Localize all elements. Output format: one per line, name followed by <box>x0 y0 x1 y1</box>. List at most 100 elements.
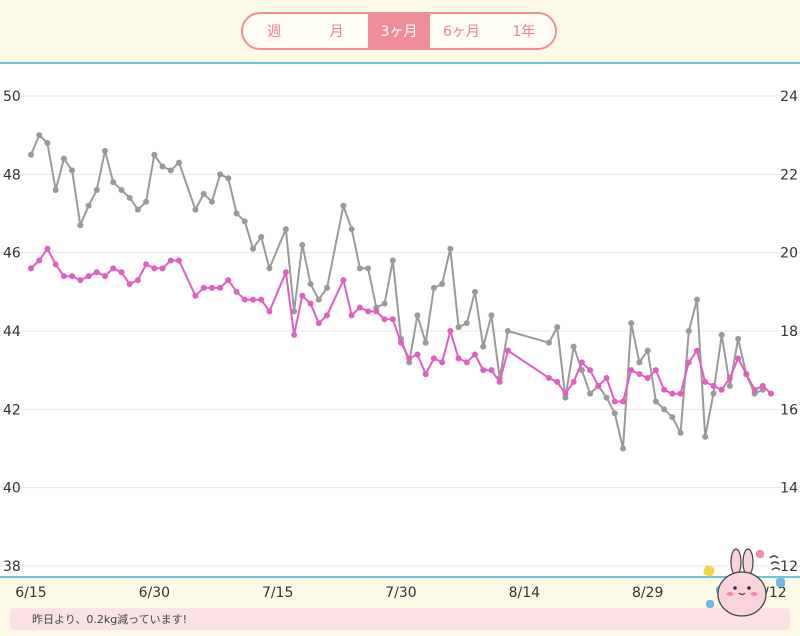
bodyfat-data-point <box>200 284 207 291</box>
weight-data-point <box>422 339 429 346</box>
bodyfat-data-point <box>636 371 643 378</box>
bodyfat-data-point <box>595 382 602 389</box>
bodyfat-data-point <box>126 281 133 287</box>
bodyfat-data-point <box>250 296 256 303</box>
bodyfat-data-point <box>710 382 717 389</box>
bodyfat-data-point <box>628 367 635 374</box>
weight-data-point <box>677 429 684 436</box>
x-tick-label: 6/15 <box>15 585 46 601</box>
weight-data-point <box>463 320 470 327</box>
bodyfat-data-point <box>587 367 594 374</box>
bodyfat-data-point <box>644 375 651 381</box>
tab-3-months[interactable]: 3ヶ月 <box>367 14 431 48</box>
weight-data-point <box>258 234 265 240</box>
tab-month[interactable]: 月 <box>329 24 344 40</box>
weight-data-point <box>44 140 51 146</box>
bodyfat-data-point <box>759 382 766 389</box>
bodyfat-data-point <box>414 351 421 358</box>
left-tick-label: 46 <box>3 246 21 262</box>
weight-data-point <box>439 281 446 287</box>
bodyfat-data-point <box>69 273 76 280</box>
bodyfat-data-point <box>661 386 668 393</box>
tab-1-year[interactable]: 1年 <box>512 24 536 40</box>
weight-data-point <box>570 343 577 350</box>
left-tick-label: 44 <box>3 324 21 340</box>
x-tick-label: 7/30 <box>385 585 416 601</box>
x-tick-label: 7/15 <box>262 585 293 601</box>
right-tick-label: 14 <box>780 481 798 497</box>
bodyfat-data-point <box>110 265 117 272</box>
weight-data-point <box>340 202 347 209</box>
bodyfat-data-point <box>447 328 454 334</box>
weight-data-point <box>661 406 668 413</box>
bodyfat-data-point <box>496 378 503 385</box>
weight-data-point <box>167 167 174 174</box>
weight-data-point <box>636 359 643 366</box>
x-tick-label: 6/30 <box>139 585 170 601</box>
bodyfat-data-point <box>77 277 84 284</box>
weight-data-point <box>652 398 659 405</box>
weight-data-point <box>225 175 232 182</box>
weight-data-point <box>77 222 84 229</box>
bodyfat-data-point <box>299 292 306 299</box>
bodyfat-data-point <box>611 398 618 405</box>
weight-data-point <box>735 335 742 342</box>
weight-data-point <box>694 296 700 303</box>
weight-data-point <box>546 339 552 346</box>
bodyfat-data-point <box>176 257 182 264</box>
right-tick-label: 18 <box>780 324 798 340</box>
bodyfat-data-point <box>677 390 684 397</box>
bodyfat-data-point <box>291 331 298 338</box>
left-tick-label: 40 <box>3 481 21 497</box>
tab-6-months[interactable]: 6ヶ月 <box>442 24 480 40</box>
bodyfat-data-point <box>233 288 240 295</box>
bodyfat-data-point <box>603 375 610 381</box>
weight-data-point <box>307 281 314 287</box>
bodyfat-data-point <box>578 359 585 366</box>
weight-data-point <box>447 245 454 252</box>
bodyfat-data-point <box>694 347 700 354</box>
bodyfat-data-point <box>743 371 750 378</box>
bodyfat-data-point <box>726 375 733 381</box>
right-tick-label: 24 <box>780 89 798 105</box>
bodyfat-data-point <box>356 304 363 311</box>
bodyfat-data-point <box>151 265 158 272</box>
tab-week[interactable]: 週 <box>267 24 282 40</box>
weight-data-point <box>151 151 158 158</box>
weight-data-point <box>472 288 478 295</box>
bodyfat-data-point <box>480 367 487 374</box>
bodyfat-series-line <box>30 247 772 403</box>
bodyfat-data-point <box>463 359 470 366</box>
weight-data-point <box>250 245 256 252</box>
weight-data-point <box>710 390 717 397</box>
rabbit-mascot-icon <box>703 548 785 617</box>
bodyfat-data-point <box>143 261 150 268</box>
weight-data-point <box>504 328 511 334</box>
weight-data-point <box>455 324 462 331</box>
weight-data-point <box>93 187 100 193</box>
bodyfat-data-point <box>546 375 552 381</box>
bodyfat-data-point <box>735 355 742 362</box>
bodyfat-data-point <box>315 320 322 327</box>
right-tick-label: 22 <box>780 167 798 183</box>
weight-data-point <box>578 367 585 374</box>
bodyfat-data-point <box>36 257 43 264</box>
weight-data-point <box>85 202 92 209</box>
weight-data-point <box>381 300 388 307</box>
bodyfat-data-point <box>472 351 478 358</box>
weight-data-point <box>365 265 372 272</box>
bodyfat-data-point <box>365 308 372 315</box>
bodyfat-data-point <box>118 269 125 276</box>
left-tick-label: 38 <box>3 559 21 575</box>
weight-data-point <box>241 218 248 225</box>
bodyfat-data-point <box>570 378 577 385</box>
bodyfat-data-point <box>159 265 166 272</box>
bodyfat-data-point <box>307 300 314 307</box>
bodyfat-data-point <box>554 378 561 385</box>
bodyfat-data-point <box>389 316 396 323</box>
weight-data-point <box>52 187 59 193</box>
bodyfat-data-point <box>225 277 232 284</box>
left-tick-label: 48 <box>3 167 21 183</box>
weight-data-point <box>217 171 224 178</box>
